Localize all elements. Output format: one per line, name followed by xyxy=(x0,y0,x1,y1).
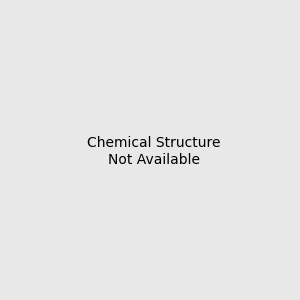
Text: Chemical Structure
Not Available: Chemical Structure Not Available xyxy=(87,136,220,166)
